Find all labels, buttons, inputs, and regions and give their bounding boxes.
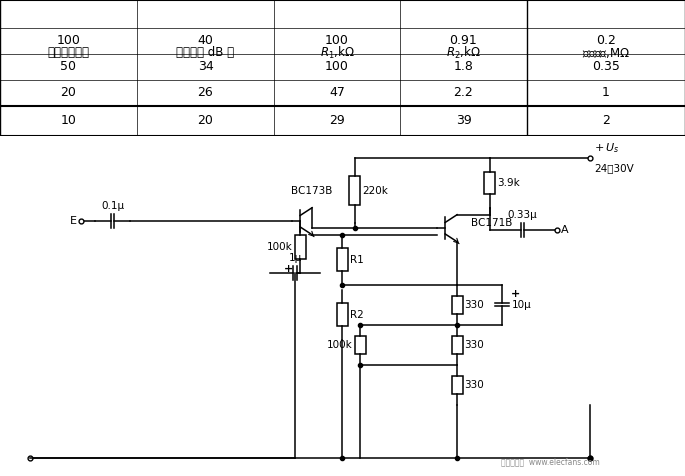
- Text: 220k: 220k: [362, 186, 388, 196]
- Bar: [336, 248, 347, 271]
- Text: 26: 26: [198, 86, 213, 99]
- Text: 100k: 100k: [327, 340, 353, 350]
- Text: 10: 10: [60, 114, 77, 127]
- Text: 40: 40: [197, 34, 214, 48]
- Text: 34: 34: [198, 60, 213, 73]
- Text: 10μ: 10μ: [512, 300, 532, 310]
- Text: 2.2: 2.2: [453, 86, 473, 99]
- Text: 0.35: 0.35: [592, 60, 620, 73]
- Bar: [336, 303, 347, 326]
- Text: 0.2: 0.2: [596, 34, 616, 48]
- Text: BC171B: BC171B: [471, 218, 512, 228]
- Text: 330: 330: [464, 379, 484, 389]
- Text: R2: R2: [349, 310, 363, 320]
- Text: 2: 2: [602, 114, 610, 127]
- Text: 0.1μ: 0.1μ: [101, 201, 124, 211]
- Text: 20: 20: [60, 86, 77, 99]
- Bar: [355, 336, 366, 354]
- Text: A: A: [561, 225, 569, 235]
- Text: BC173B: BC173B: [291, 186, 333, 196]
- Text: 330: 330: [464, 300, 484, 310]
- Text: $R_2$,k$\Omega$: $R_2$,k$\Omega$: [446, 45, 481, 61]
- Text: 1: 1: [602, 86, 610, 99]
- Text: 电压放大 dB 数: 电压放大 dB 数: [177, 46, 234, 60]
- Text: 0.91: 0.91: [449, 34, 477, 48]
- Text: 39: 39: [456, 114, 471, 127]
- Text: 330: 330: [464, 340, 484, 350]
- Text: 100k: 100k: [267, 242, 292, 252]
- Text: 47: 47: [329, 86, 345, 99]
- Text: 24～30V: 24～30V: [594, 163, 634, 173]
- Text: 电子发烧友  www.elecfans.com: 电子发烧友 www.elecfans.com: [501, 457, 600, 466]
- Bar: [451, 336, 462, 354]
- Text: 100: 100: [325, 60, 349, 73]
- Text: 29: 29: [329, 114, 345, 127]
- Text: 1.8: 1.8: [453, 60, 473, 73]
- Bar: [484, 172, 495, 195]
- Text: +: +: [511, 289, 521, 299]
- Text: 1μ: 1μ: [288, 253, 302, 263]
- Bar: [295, 236, 306, 259]
- Bar: [451, 376, 462, 394]
- Text: 100: 100: [57, 34, 80, 48]
- Text: 0.33μ: 0.33μ: [508, 210, 537, 220]
- Text: +: +: [284, 264, 293, 274]
- Text: $R_1$,k$\Omega$: $R_1$,k$\Omega$: [319, 45, 354, 61]
- Text: 20: 20: [197, 114, 214, 127]
- Text: 输入电阻,M$\Omega$: 输入电阻,M$\Omega$: [582, 46, 630, 60]
- Text: E: E: [70, 216, 77, 226]
- Text: 电压放大倍数: 电压放大倍数: [47, 46, 90, 60]
- Text: R1: R1: [349, 255, 363, 265]
- Text: 3.9k: 3.9k: [497, 178, 520, 188]
- Bar: [451, 296, 462, 314]
- Text: $+\,U_s$: $+\,U_s$: [594, 141, 619, 155]
- Bar: [349, 176, 360, 205]
- Text: 100: 100: [325, 34, 349, 48]
- Text: 50: 50: [60, 60, 77, 73]
